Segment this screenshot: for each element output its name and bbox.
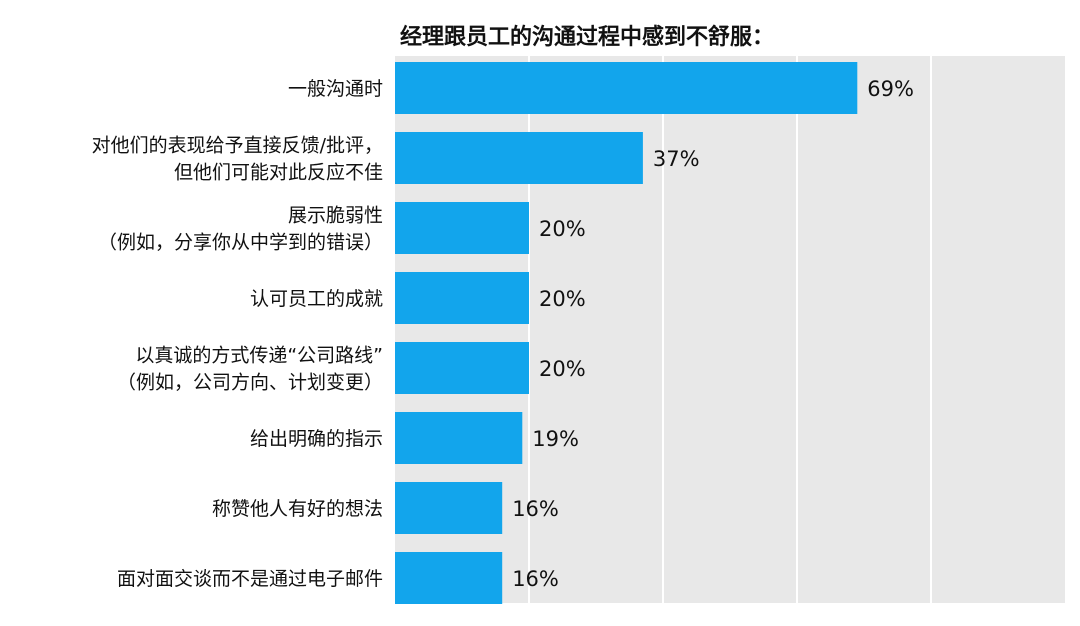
bar-value-label: 20% — [539, 357, 586, 381]
bar-value-label: 37% — [653, 147, 700, 171]
bar-value-label: 16% — [512, 497, 559, 521]
category-label-line: 给出明确的指示 — [250, 428, 383, 450]
bar — [395, 272, 529, 324]
bar — [395, 412, 523, 464]
category-label: 以真诚的方式传递“公司路线” （例如，公司方向、计划变更） — [117, 345, 383, 394]
bar — [395, 202, 529, 254]
bar-value-label: 16% — [512, 567, 559, 591]
category-label-line: 认可员工的成就 — [250, 288, 383, 310]
category-label-line: （例如，分享你从中学到的错误） — [98, 232, 383, 254]
category-label: 给出明确的指示 — [250, 428, 383, 450]
chart-title: 经理跟员工的沟通过程中感到不舒服： — [400, 24, 774, 50]
bar — [395, 482, 503, 534]
bar — [395, 552, 503, 604]
category-label: 认可员工的成就 — [250, 288, 383, 310]
category-label-line: 但他们可能对此反应不佳 — [174, 162, 383, 184]
bar-value-label: 20% — [539, 217, 586, 241]
category-label-line: 一般沟通时 — [288, 78, 383, 100]
category-label-line: （例如，公司方向、计划变更） — [117, 372, 383, 394]
category-label-line: 以真诚的方式传递“公司路线” — [135, 345, 383, 367]
bar — [395, 132, 643, 184]
category-label: 面对面交谈而不是通过电子邮件 — [117, 568, 383, 590]
bar-value-label: 19% — [532, 427, 579, 451]
category-label: 称赞他人有好的想法 — [212, 498, 383, 520]
category-label-line: 展示脆弱性 — [288, 205, 383, 227]
category-label: 一般沟通时 — [288, 78, 383, 100]
category-label-line: 面对面交谈而不是通过电子邮件 — [117, 568, 383, 590]
bar — [395, 62, 858, 114]
category-label-line: 对他们的表现给予直接反馈/批评， — [92, 135, 383, 157]
category-label: 展示脆弱性 （例如，分享你从中学到的错误） — [98, 205, 383, 254]
bar-value-label: 69% — [867, 77, 914, 101]
bar — [395, 342, 529, 394]
category-label-line: 称赞他人有好的想法 — [212, 498, 383, 520]
category-label: 对他们的表现给予直接反馈/批评， 但他们可能对此反应不佳 — [92, 135, 383, 184]
bar-value-label: 20% — [539, 287, 586, 311]
